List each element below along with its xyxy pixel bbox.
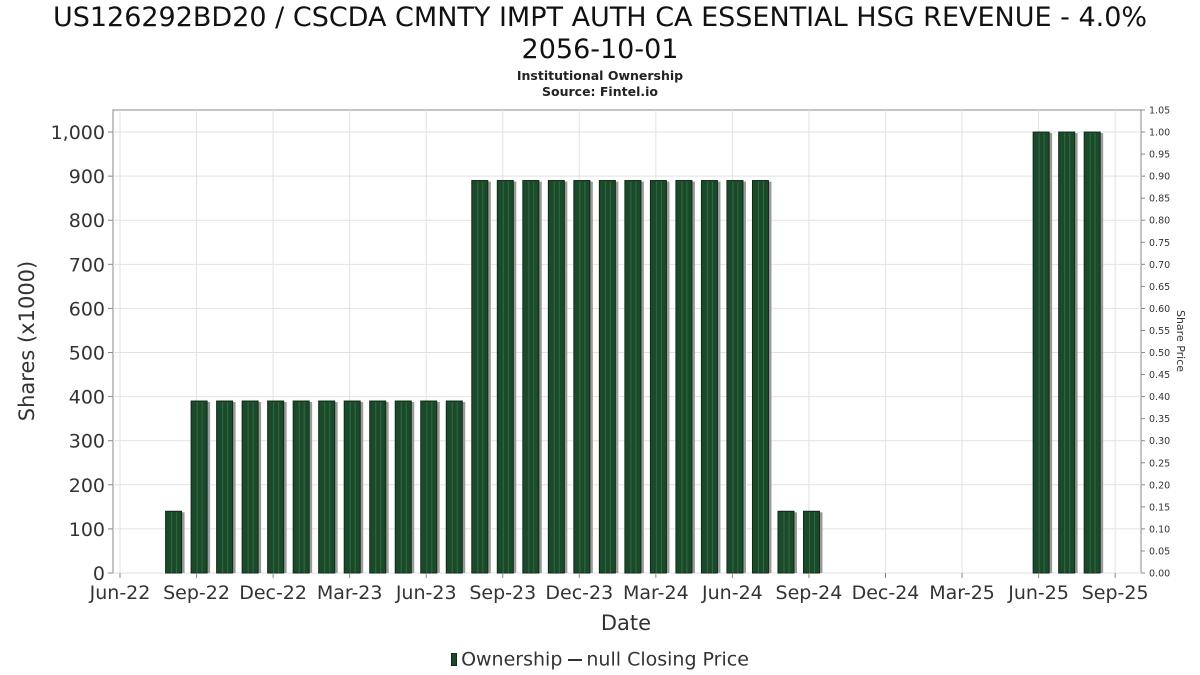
y2-tick-label: 0.05 xyxy=(1149,546,1170,557)
ownership-bar xyxy=(1083,131,1101,574)
y2-tick-label: 0.50 xyxy=(1149,348,1170,359)
chart-subtitle-line2: Source: Fintel.io xyxy=(542,84,658,99)
ownership-bar xyxy=(369,400,387,574)
y2-tick-label: 0.40 xyxy=(1149,392,1170,403)
ownership-bar xyxy=(241,400,259,574)
chart-subtitle-line1: Institutional Ownership xyxy=(516,68,684,83)
ownership-bar xyxy=(598,180,616,574)
x-tick-label: Jun-24 xyxy=(701,582,763,604)
y2-tick-label: 0.45 xyxy=(1149,370,1170,381)
legend-price-label: null Closing Price xyxy=(586,648,749,671)
ownership-bar xyxy=(343,400,361,574)
y2-tick-label: 0.35 xyxy=(1149,414,1170,425)
y-tick-label: 400 xyxy=(69,387,105,409)
x-tick-label: Jun-23 xyxy=(395,582,457,604)
ownership-bar xyxy=(777,510,795,574)
legend-ownership-label: Ownership xyxy=(461,648,563,671)
y-tick-label: 600 xyxy=(69,298,105,320)
x-tick-label: Dec-22 xyxy=(239,582,307,604)
ownership-bar xyxy=(165,510,183,574)
y-axis-label: Shares (x1000) xyxy=(15,261,39,421)
ownership-bar xyxy=(675,180,693,574)
bars xyxy=(165,131,1104,574)
y-tick-label: 300 xyxy=(69,431,105,453)
y-tick-label: 0 xyxy=(93,563,105,585)
x-tick-label: Dec-23 xyxy=(545,582,613,604)
y2-tick-label: 1.05 xyxy=(1149,106,1170,117)
ownership-bar xyxy=(547,180,565,574)
y2-axis-label: Share Price xyxy=(1174,310,1187,372)
y2-tick-label: 0.25 xyxy=(1149,458,1170,469)
y2-tick-label: 0.55 xyxy=(1149,326,1170,337)
x-tick-label: Sep-25 xyxy=(1082,582,1149,604)
y2-tick-label: 0.15 xyxy=(1149,502,1170,513)
ownership-bar xyxy=(471,180,489,574)
axes: 0 100 200 300 400 500 600 700 800 900 1,000 0.00 0.0… xyxy=(51,106,1171,605)
ownership-bar xyxy=(726,180,744,574)
ownership-bar xyxy=(216,400,234,574)
y2-tick-label: 0.85 xyxy=(1149,194,1170,205)
y-tick-label: 800 xyxy=(69,210,105,232)
ownership-bar xyxy=(573,180,591,574)
ownership-bar xyxy=(700,180,718,574)
chart-title: US126292BD20 / CSCDA CMNTY IMPT AUTH CA … xyxy=(0,2,1200,66)
ownership-bar xyxy=(1032,131,1050,574)
x-tick-label: Mar-23 xyxy=(317,582,383,604)
ownership-bar xyxy=(803,510,821,574)
ownership-bar xyxy=(1058,131,1076,574)
x-tick-label: Sep-23 xyxy=(469,582,536,604)
ownership-bar xyxy=(394,400,412,574)
chart-subtitle: Institutional Ownership Source: Fintel.i… xyxy=(0,68,1200,100)
x-tick-label: Sep-24 xyxy=(776,582,843,604)
y2-tick-label: 0.60 xyxy=(1149,304,1170,315)
ownership-bar xyxy=(649,180,667,574)
y-tick-label: 200 xyxy=(69,475,105,497)
ownership-bar xyxy=(190,400,208,574)
y2-tick-label: 1.00 xyxy=(1149,128,1170,139)
y2-tick-label: 0.10 xyxy=(1149,524,1170,535)
y2-tick-label: 0.65 xyxy=(1149,282,1170,293)
y2-tick-label: 0.30 xyxy=(1149,436,1170,447)
y-tick-label: 700 xyxy=(69,254,105,276)
legend-price-swatch xyxy=(568,658,583,661)
y-tick-label: 900 xyxy=(69,166,105,188)
y-tick-label: 100 xyxy=(69,519,105,541)
y-tick-label: 500 xyxy=(69,343,105,365)
chart-title-line1: US126292BD20 / CSCDA CMNTY IMPT AUTH CA … xyxy=(52,2,1148,33)
ownership-bar xyxy=(292,400,310,574)
y2-tick-label: 0.00 xyxy=(1149,569,1170,580)
ownership-bar xyxy=(751,180,769,574)
y2-tick-label: 0.95 xyxy=(1149,150,1170,161)
ownership-bar xyxy=(318,400,336,574)
chart-legend: Ownership null Closing Price xyxy=(0,648,1200,671)
legend-ownership-swatch xyxy=(451,653,458,666)
x-tick-label: Mar-25 xyxy=(929,582,995,604)
x-tick-label: Jun-25 xyxy=(1007,582,1069,604)
x-axis-label: Date xyxy=(601,611,651,635)
x-tick-label: Jun-22 xyxy=(89,582,151,604)
ownership-bar xyxy=(420,400,438,574)
ownership-bar xyxy=(624,180,642,574)
y-tick-label: 1,000 xyxy=(51,122,105,144)
y2-tick-label: 0.90 xyxy=(1149,172,1170,183)
ownership-bar xyxy=(522,180,540,574)
x-tick-label: Dec-24 xyxy=(852,582,920,604)
y2-tick-label: 0.75 xyxy=(1149,238,1170,249)
ownership-bar xyxy=(267,400,285,574)
ownership-bar xyxy=(496,180,514,574)
y2-tick-label: 0.20 xyxy=(1149,480,1170,491)
y2-tick-label: 0.70 xyxy=(1149,260,1170,271)
y2-tick-label: 0.80 xyxy=(1149,216,1170,227)
x-tick-label: Mar-24 xyxy=(623,582,689,604)
x-tick-label: Sep-22 xyxy=(163,582,230,604)
chart-title-line2: 2056-10-01 xyxy=(521,34,679,65)
ownership-bar xyxy=(445,400,463,574)
